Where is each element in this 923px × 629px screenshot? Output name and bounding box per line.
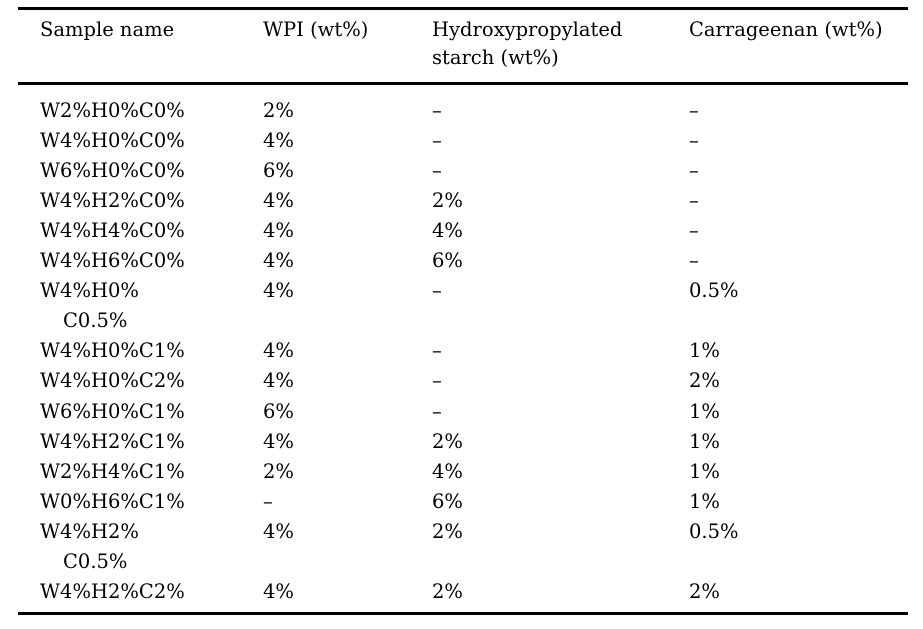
- carrageenan-cell: 2%: [689, 580, 720, 604]
- table-header-rule: [18, 81, 908, 85]
- wpi-cell: 4%: [263, 279, 294, 303]
- formulation-table: Sample name WPI (wt%) Hydroxypropylated …: [18, 7, 908, 615]
- sample-name-cell: W4%H4%C0%: [40, 218, 185, 242]
- table-row: W4%H2%C2% 4% 2% 2%: [18, 577, 908, 607]
- carrageenan-cell: 1%: [689, 459, 720, 483]
- table-row: W0%H6%C1% – 6% 1%: [18, 487, 908, 517]
- sample-name-cell: W4%H0%C1%: [40, 339, 185, 363]
- table-row: W4%H2% C0.5% 4% 2% 0.5%: [18, 517, 908, 577]
- wpi-cell: 4%: [263, 249, 294, 273]
- table-row: W4%H0%C0% 4% – –: [18, 126, 908, 156]
- starch-cell: 2%: [432, 580, 463, 604]
- wpi-cell: 4%: [263, 128, 294, 152]
- carrageenan-cell: 1%: [689, 399, 720, 423]
- wpi-cell: 4%: [263, 519, 294, 543]
- table-row: W4%H0%C2% 4% – 2%: [18, 366, 908, 396]
- sample-name-cell: W4%H2% C0.5%: [40, 519, 139, 573]
- carrageenan-cell: 2%: [689, 369, 720, 393]
- starch-cell: –: [432, 158, 442, 182]
- sample-name-cell: W4%H2%C2%: [40, 580, 185, 604]
- starch-cell: –: [432, 339, 442, 363]
- sample-name-cell: W4%H0% C0.5%: [40, 279, 139, 333]
- carrageenan-cell: 0.5%: [689, 519, 739, 543]
- wpi-cell: –: [263, 489, 273, 513]
- wpi-cell: 4%: [263, 339, 294, 363]
- table-row: W4%H6%C0% 4% 6% –: [18, 246, 908, 276]
- table-bottom-rule: [18, 612, 908, 615]
- starch-cell: –: [432, 128, 442, 152]
- table-row: W6%H0%C0% 6% – –: [18, 156, 908, 186]
- wpi-cell: 4%: [263, 188, 294, 212]
- carrageenan-cell: –: [689, 158, 699, 182]
- table-row: W2%H4%C1% 2% 4% 1%: [18, 457, 908, 487]
- wpi-cell: 2%: [263, 98, 294, 122]
- starch-cell: 2%: [432, 519, 463, 543]
- sample-name-cell: W4%H0%C2%: [40, 369, 185, 393]
- table-row: W4%H0% C0.5% 4% – 0.5%: [18, 276, 908, 336]
- sample-name-cell: W6%H0%C0%: [40, 158, 185, 182]
- carrageenan-cell: 1%: [689, 429, 720, 453]
- starch-cell: 2%: [432, 429, 463, 453]
- carrageenan-cell: 1%: [689, 339, 720, 363]
- table-row: W4%H2%C1% 4% 2% 1%: [18, 427, 908, 457]
- carrageenan-cell: 1%: [689, 489, 720, 513]
- starch-cell: 6%: [432, 249, 463, 273]
- table-body: W2%H0%C0% 2% – – W4%H0%C0% 4% – – W6%H0%…: [18, 85, 908, 613]
- starch-cell: 4%: [432, 218, 463, 242]
- col-header-carrageenan: Carrageenan (wt%): [689, 17, 883, 41]
- wpi-cell: 4%: [263, 369, 294, 393]
- wpi-cell: 4%: [263, 429, 294, 453]
- table-row: W2%H0%C0% 2% – –: [18, 96, 908, 126]
- table-row: W4%H0%C1% 4% – 1%: [18, 336, 908, 366]
- starch-cell: –: [432, 98, 442, 122]
- col-header-sample-name: Sample name: [40, 17, 175, 41]
- sample-name-cell: W4%H0%C0%: [40, 128, 185, 152]
- sample-name-cell: W4%H6%C0%: [40, 249, 185, 273]
- starch-cell: –: [432, 279, 442, 303]
- carrageenan-cell: –: [689, 218, 699, 242]
- table-row: W6%H0%C1% 6% – 1%: [18, 397, 908, 427]
- sample-name-cell: W2%H4%C1%: [40, 459, 185, 483]
- sample-name-cell: W2%H0%C0%: [40, 98, 185, 122]
- sample-name-cell: W0%H6%C1%: [40, 489, 185, 513]
- col-header-wpi: WPI (wt%): [263, 17, 369, 41]
- wpi-cell: 4%: [263, 580, 294, 604]
- wpi-cell: 2%: [263, 459, 294, 483]
- table-top-rule: [18, 7, 908, 10]
- table-row: W4%H2%C0% 4% 2% –: [18, 186, 908, 216]
- carrageenan-cell: 0.5%: [689, 279, 739, 303]
- carrageenan-cell: –: [689, 188, 699, 212]
- table-header-row: Sample name WPI (wt%) Hydroxypropylated …: [18, 10, 908, 82]
- carrageenan-cell: –: [689, 249, 699, 273]
- col-header-starch: Hydroxypropylated starch (wt%): [432, 17, 623, 70]
- starch-cell: 4%: [432, 459, 463, 483]
- sample-name-cell: W4%H2%C0%: [40, 188, 185, 212]
- carrageenan-cell: –: [689, 128, 699, 152]
- wpi-cell: 6%: [263, 399, 294, 423]
- sample-name-cell: W6%H0%C1%: [40, 399, 185, 423]
- starch-cell: 2%: [432, 188, 463, 212]
- sample-name-cell: W4%H2%C1%: [40, 429, 185, 453]
- starch-cell: 6%: [432, 489, 463, 513]
- wpi-cell: 4%: [263, 218, 294, 242]
- carrageenan-cell: –: [689, 98, 699, 122]
- table-row: W4%H4%C0% 4% 4% –: [18, 216, 908, 246]
- wpi-cell: 6%: [263, 158, 294, 182]
- starch-cell: –: [432, 399, 442, 423]
- starch-cell: –: [432, 369, 442, 393]
